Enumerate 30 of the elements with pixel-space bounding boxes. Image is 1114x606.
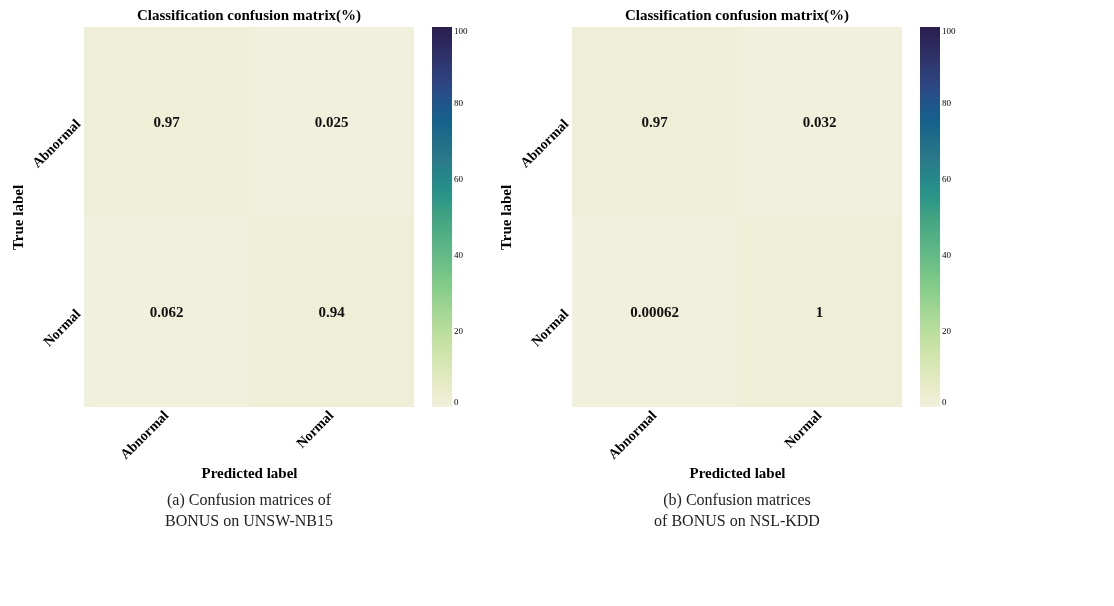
color-bar-label: 80	[454, 98, 464, 108]
color-bar-label: 0	[942, 397, 947, 407]
y-axis-title: True label	[10, 184, 27, 251]
color-bar-label: 60	[454, 174, 464, 184]
data-label: 0.94	[318, 304, 346, 320]
data-label: 0.032	[802, 114, 837, 130]
color-bar-label: 20	[942, 326, 952, 336]
data-label: 1	[815, 304, 824, 320]
chart-title: Classification confusion matrix(%)	[624, 7, 850, 24]
text: (b) Confusion matrices	[663, 490, 811, 509]
color-bar-label: 100	[942, 26, 956, 36]
data-label: 0.97	[641, 114, 669, 130]
x-axis-title: Predicted label	[201, 464, 298, 481]
color-bar-label: 40	[942, 250, 952, 260]
text: of BONUS on NSL-KDD	[654, 511, 820, 529]
text: (a) Confusion matrices of	[167, 490, 332, 509]
color-bar-label: 100	[454, 26, 468, 36]
data-label: 0.00062	[630, 304, 679, 320]
color-bar-label: 60	[942, 174, 952, 184]
chart-title: Classification confusion matrix(%)	[136, 7, 362, 24]
data-label: 0.025	[314, 114, 349, 130]
color-bar-label: 20	[454, 326, 464, 336]
color-bar-label: 0	[454, 397, 459, 407]
text: BONUS on UNSW-NB15	[164, 511, 334, 529]
color-bar-label: 40	[454, 250, 464, 260]
x-axis-title: Predicted label	[689, 464, 786, 481]
data-label: 0.062	[149, 304, 184, 320]
y-axis-title: True label	[498, 184, 515, 251]
color-bar-label: 80	[942, 98, 952, 108]
data-label: 0.97	[153, 114, 181, 130]
